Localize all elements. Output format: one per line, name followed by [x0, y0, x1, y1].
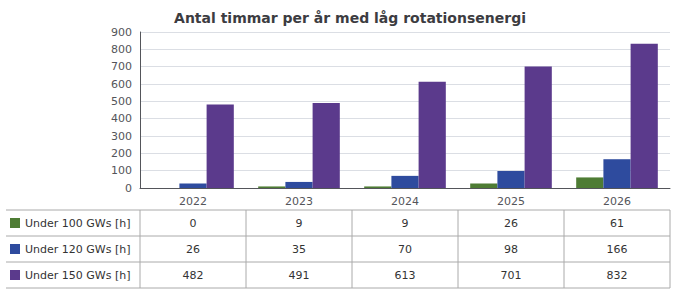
svg-text:35: 35: [292, 243, 306, 256]
svg-text:Antal timmar per år med låg ro: Antal timmar per år med låg rotationsene…: [174, 10, 526, 26]
svg-text:200: 200: [111, 147, 132, 160]
svg-text:800: 800: [111, 43, 132, 56]
svg-text:832: 832: [607, 269, 628, 282]
svg-text:98: 98: [504, 243, 518, 256]
svg-text:613: 613: [395, 269, 416, 282]
svg-text:700: 700: [111, 60, 132, 73]
svg-text:701: 701: [501, 269, 522, 282]
svg-text:0: 0: [125, 182, 132, 195]
svg-text:166: 166: [607, 243, 628, 256]
svg-text:2022: 2022: [179, 195, 207, 208]
svg-text:2023: 2023: [285, 195, 313, 208]
svg-text:9: 9: [296, 217, 303, 230]
svg-text:9: 9: [402, 217, 409, 230]
svg-text:482: 482: [183, 269, 204, 282]
svg-text:900: 900: [111, 26, 132, 39]
svg-text:2026: 2026: [603, 195, 631, 208]
svg-text:2025: 2025: [497, 195, 525, 208]
svg-text:26: 26: [504, 217, 518, 230]
svg-text:Under 100 GWs [h]: Under 100 GWs [h]: [25, 217, 130, 230]
svg-text:600: 600: [111, 78, 132, 91]
svg-text:2024: 2024: [391, 195, 419, 208]
svg-text:400: 400: [111, 112, 132, 125]
svg-text:Under 150 GWs [h]: Under 150 GWs [h]: [25, 269, 130, 282]
svg-text:26: 26: [186, 243, 200, 256]
svg-text:300: 300: [111, 130, 132, 143]
svg-text:500: 500: [111, 95, 132, 108]
svg-text:70: 70: [398, 243, 412, 256]
svg-text:100: 100: [111, 164, 132, 177]
svg-text:61: 61: [610, 217, 624, 230]
svg-text:Under 120 GWs [h]: Under 120 GWs [h]: [25, 243, 130, 256]
svg-text:0: 0: [190, 217, 197, 230]
svg-text:491: 491: [289, 269, 310, 282]
